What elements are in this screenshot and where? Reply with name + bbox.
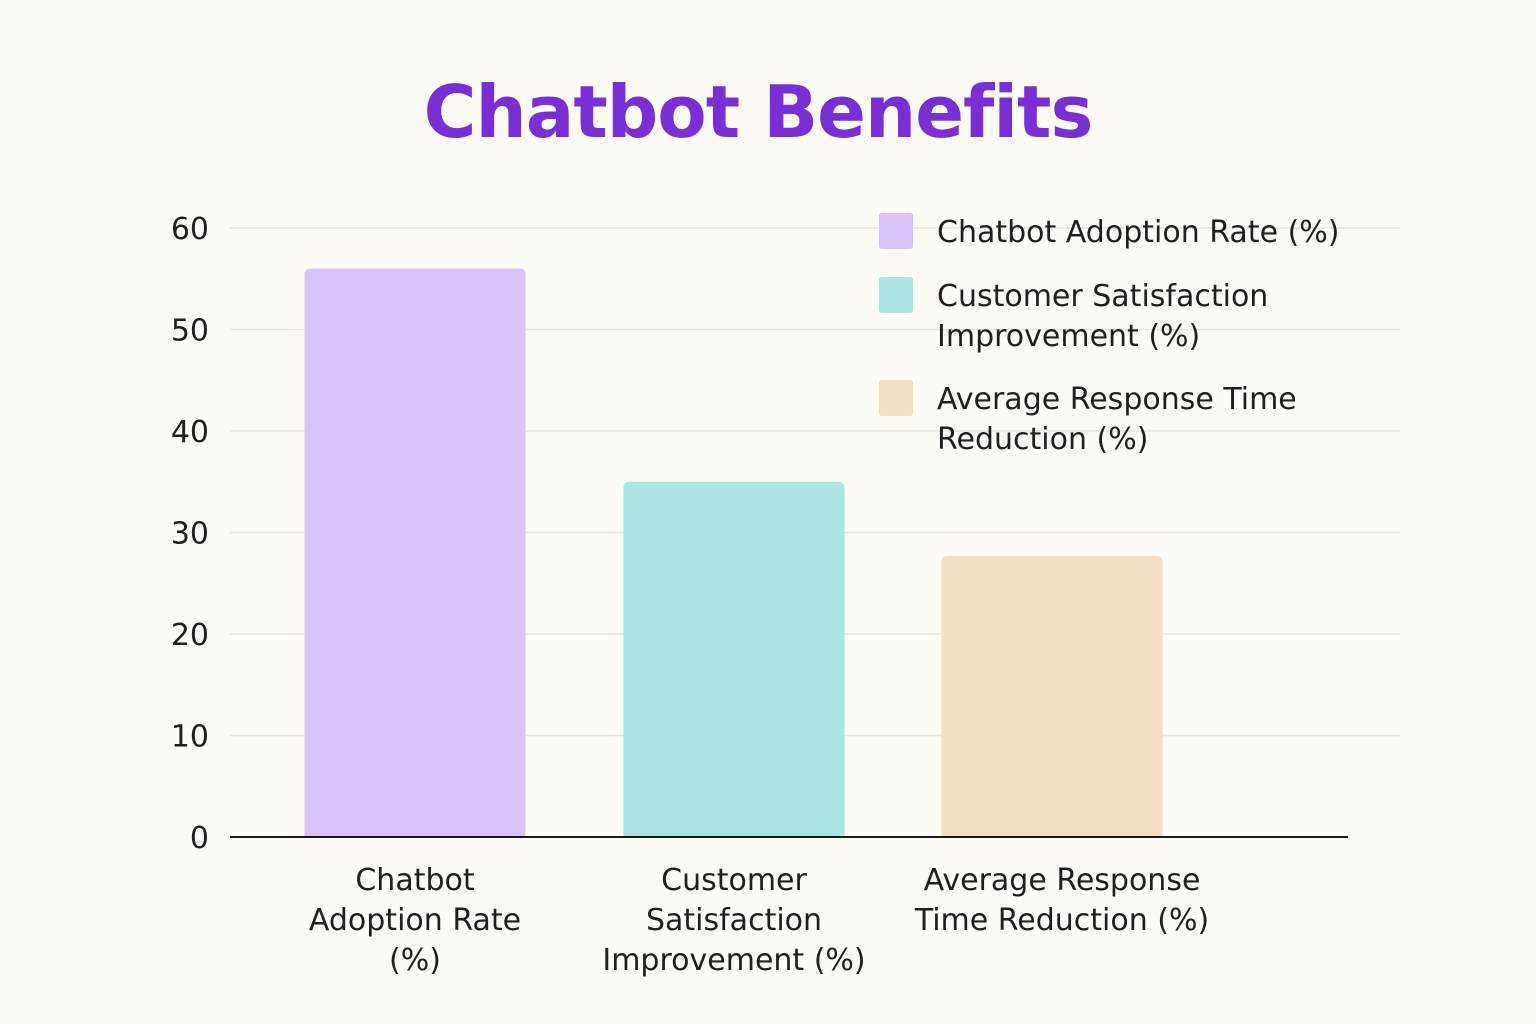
y-tick-label: 10 xyxy=(171,720,209,755)
legend-label: Customer Satisfaction Improvement (%) xyxy=(937,279,1268,354)
legend-entry: Customer Satisfaction Improvement (%) xyxy=(879,277,1268,354)
legend-entry: Average Response Time Reduction (%) xyxy=(879,380,1297,457)
bar xyxy=(304,268,526,838)
legend-label: Chatbot Adoption Rate (%) xyxy=(937,215,1339,250)
legend: Chatbot Adoption Rate (%) Customer Satisf… xyxy=(879,213,1339,457)
category-label: Average Response Time Reduction (%) xyxy=(914,863,1209,938)
y-tick-label: 60 xyxy=(171,212,209,247)
y-tick-label: 20 xyxy=(171,618,209,653)
chart-title: Chatbot Benefits xyxy=(423,70,1094,154)
legend-entry: Chatbot Adoption Rate (%) xyxy=(879,213,1339,250)
y-tick-label: 50 xyxy=(171,314,209,349)
y-tick-label: 0 xyxy=(190,821,209,856)
bar xyxy=(941,555,1163,837)
legend-swatch xyxy=(879,380,913,416)
bar xyxy=(623,481,845,837)
y-tick-label: 40 xyxy=(171,415,209,450)
legend-swatch xyxy=(879,277,913,313)
y-tick-label: 30 xyxy=(171,517,209,552)
legend-label: Average Response Time Reduction (%) xyxy=(937,382,1297,457)
category-label: Chatbot Adoption Rate (%) xyxy=(309,863,521,978)
legend-swatch xyxy=(879,213,913,249)
category-label: Customer Satisfaction Improvement (%) xyxy=(602,863,865,978)
bars xyxy=(304,268,1163,838)
category-labels: Chatbot Adoption Rate (%) Customer Satisfact… xyxy=(309,863,1209,978)
y-tick-labels: 0 10 20 30 40 50 60 xyxy=(171,212,209,856)
